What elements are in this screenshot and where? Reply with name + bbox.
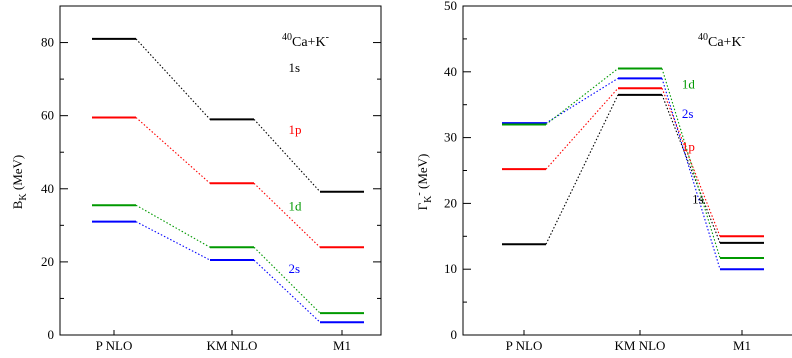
left-y-tick-label: 80	[41, 35, 54, 50]
right-y-title-main: Γ	[415, 202, 430, 210]
right-annotation-rest: Ca+K	[708, 35, 742, 50]
left-x-tick-label: M1	[333, 338, 351, 353]
left-x-tick-label: P NLO	[96, 338, 133, 353]
left-y-tick-label: 40	[41, 181, 54, 196]
right-y-tick-label: 50	[444, 0, 457, 13]
left-y-title-sub: K	[18, 193, 29, 201]
left-y-title-unit: (MeV)	[10, 155, 25, 194]
left-connector-1p	[253, 182, 321, 248]
right-y-tick-label: 10	[444, 261, 457, 276]
right-y-title-sup: -	[414, 192, 425, 195]
left-connector-1s	[135, 38, 211, 120]
right-y-axis: 0 10 20 30 40 50	[444, 0, 471, 342]
left-annotation-mass: 40	[282, 32, 292, 43]
left-annotation-rest: Ca+K	[292, 35, 326, 50]
right-y-title-unit: (MeV)	[415, 154, 430, 193]
right-label-1p: 1p	[682, 139, 695, 154]
left-x-axis: P NLO KM NLO M1	[96, 330, 351, 353]
right-x-tick-label: M1	[733, 338, 751, 353]
left-annotation: 40Ca+K-	[282, 32, 329, 50]
left-connector-1d	[135, 204, 211, 248]
right-label-2s: 2s	[682, 106, 694, 121]
right-annotation-sup: -	[742, 32, 745, 43]
right-annotation-mass: 40	[698, 32, 708, 43]
left-y-axis: 0 20 40 60 80	[41, 35, 381, 342]
left-y-tick-label: 0	[48, 327, 55, 342]
right-label-1d: 1d	[682, 76, 696, 91]
right-y-tick-label: 20	[444, 195, 457, 210]
right-y-tick-label: 30	[444, 130, 457, 145]
left-x-tick-label: KM NLO	[207, 338, 258, 353]
right-y-tick-label: 0	[451, 327, 458, 342]
left-connector-2s	[253, 259, 321, 323]
left-y-tick-label: 60	[41, 108, 54, 123]
left-connector-1p	[135, 117, 211, 184]
right-connector-1d	[661, 68, 721, 259]
right-y-title-sub: K	[423, 195, 434, 203]
left-label-1d: 1d	[289, 199, 303, 214]
left-y-title-main: B	[10, 200, 25, 209]
right-annotation: 40Ca+K-	[698, 32, 745, 50]
left-y-tick-label: 20	[41, 254, 54, 269]
right-label-1s: 1s	[692, 191, 704, 206]
left-y-axis-title: BK (MeV)	[10, 155, 29, 210]
left-label-1s: 1s	[289, 60, 301, 75]
right-plot-frame	[462, 5, 792, 336]
left-connector-1d	[253, 246, 321, 314]
left-connector-2s	[135, 221, 211, 261]
left-annotation-sup: -	[326, 32, 329, 43]
right-x-tick-label: KM NLO	[615, 338, 666, 353]
right-connector-1p	[545, 87, 619, 170]
right-connector-1s	[545, 94, 619, 245]
left-label-1p: 1p	[289, 122, 302, 137]
right-plot-area: 1s 1p 2s 1d	[502, 67, 764, 271]
left-plot-area: 1s 1p 1d 2s	[92, 37, 364, 324]
right-x-axis: P NLO KM NLO M1	[506, 330, 751, 353]
right-y-tick-label: 40	[444, 64, 457, 79]
right-x-tick-label: P NLO	[506, 338, 543, 353]
left-connector-1s	[253, 118, 321, 193]
left-label-2s: 2s	[289, 261, 301, 276]
left-plot-frame	[59, 5, 382, 336]
right-y-axis-title: ΓK- (MeV)	[414, 154, 434, 211]
right-connector-1d	[545, 68, 619, 125]
